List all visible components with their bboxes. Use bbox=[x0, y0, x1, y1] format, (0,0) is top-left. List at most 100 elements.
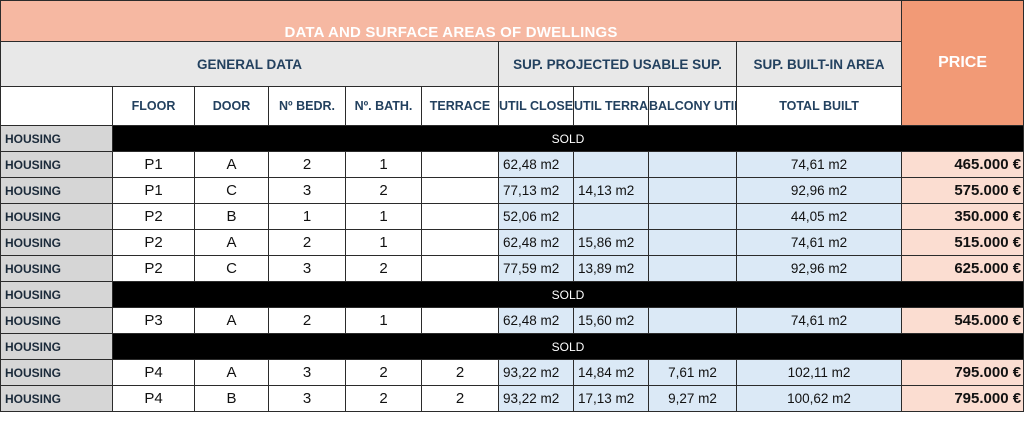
door-cell: A bbox=[194, 307, 269, 334]
sold-row: HOUSING SOLD bbox=[0, 125, 1024, 152]
housing-label: HOUSING bbox=[0, 177, 113, 204]
price-cell: 625.000 € bbox=[901, 255, 1024, 282]
housing-label: HOUSING bbox=[0, 125, 113, 152]
util-closed-cell: 62,48 m2 bbox=[498, 151, 574, 178]
util-terrace-cell: 15,86 m2 bbox=[573, 229, 649, 256]
balcony-utility-cell bbox=[648, 203, 737, 230]
table-row: HOUSING P4 A 3 2 2 93,22 m2 14,84 m2 7,61 m2 102,… bbox=[0, 359, 1024, 386]
door-cell: B bbox=[194, 385, 269, 412]
util-closed-cell: 93,22 m2 bbox=[498, 359, 574, 386]
terrace-cell bbox=[421, 151, 499, 178]
util-terrace-cell: 14,84 m2 bbox=[573, 359, 649, 386]
sold-banner: SOLD bbox=[111, 125, 1024, 152]
terrace-cell: 2 bbox=[421, 359, 499, 386]
sold-banner: SOLD bbox=[111, 281, 1024, 308]
terrace-cell: 2 bbox=[421, 385, 499, 412]
housing-label: HOUSING bbox=[0, 203, 113, 230]
util-terrace-header: UTIL TERRACE bbox=[573, 86, 649, 126]
sold-banner: SOLD bbox=[111, 333, 1024, 360]
door-cell: A bbox=[194, 359, 269, 386]
door-cell: B bbox=[194, 203, 269, 230]
bedrooms-cell: 2 bbox=[268, 151, 346, 178]
projected-usable-header: SUP. PROJECTED USABLE SUP. bbox=[498, 41, 737, 87]
bathrooms-cell: 2 bbox=[345, 255, 422, 282]
price-cell: 795.000 € bbox=[901, 385, 1024, 412]
housing-label: HOUSING bbox=[0, 281, 113, 308]
price-cell: 465.000 € bbox=[901, 151, 1024, 178]
bathrooms-cell: 2 bbox=[345, 177, 422, 204]
price-cell: 350.000 € bbox=[901, 203, 1024, 230]
housing-label: HOUSING bbox=[0, 333, 113, 360]
floor-cell: P2 bbox=[112, 229, 195, 256]
bedrooms-header: Nº BEDR. bbox=[268, 86, 346, 126]
door-cell: A bbox=[194, 151, 269, 178]
bedrooms-cell: 2 bbox=[268, 229, 346, 256]
housing-label: HOUSING bbox=[0, 255, 113, 282]
door-cell: C bbox=[194, 255, 269, 282]
balcony-utility-cell bbox=[648, 151, 737, 178]
total-built-cell: 74,61 m2 bbox=[735, 307, 903, 334]
label-column-header bbox=[0, 86, 113, 126]
price-cell: 545.000 € bbox=[901, 307, 1024, 334]
floor-cell: P2 bbox=[112, 203, 195, 230]
table-body: DATA AND SURFACE AREAS OF DWELLINGS PRIC… bbox=[0, 0, 1024, 412]
bedrooms-cell: 3 bbox=[268, 255, 346, 282]
terrace-cell bbox=[421, 255, 499, 282]
table-row: HOUSING P2 A 2 1 62,48 m2 15,86 m2 74,61 m2 515.… bbox=[0, 229, 1024, 256]
floor-cell: P1 bbox=[112, 177, 195, 204]
group-header-row: GENERAL DATA SUP. PROJECTED USABLE SUP. … bbox=[0, 41, 1024, 87]
price-cell: 795.000 € bbox=[901, 359, 1024, 386]
price-cell: 515.000 € bbox=[901, 229, 1024, 256]
bathrooms-cell: 2 bbox=[345, 359, 422, 386]
bedrooms-cell: 3 bbox=[268, 385, 346, 412]
balcony-utility-cell: 7,61 m2 bbox=[648, 359, 737, 386]
util-terrace-cell bbox=[573, 151, 649, 178]
sold-row: HOUSING SOLD bbox=[0, 333, 1024, 360]
balcony-utility-cell bbox=[648, 177, 737, 204]
util-closed-cell: 77,59 m2 bbox=[498, 255, 574, 282]
terrace-cell bbox=[421, 203, 499, 230]
util-closed-cell: 52,06 m2 bbox=[498, 203, 574, 230]
general-data-header: GENERAL DATA bbox=[0, 41, 499, 87]
table-row: HOUSING P2 C 3 2 77,59 m2 13,89 m2 92,96 m2 625.… bbox=[0, 255, 1024, 282]
total-built-cell: 102,11 m2 bbox=[735, 359, 903, 386]
util-terrace-cell bbox=[573, 203, 649, 230]
bathrooms-cell: 2 bbox=[345, 385, 422, 412]
sold-row: HOUSING SOLD bbox=[0, 281, 1024, 308]
bedrooms-cell: 3 bbox=[268, 177, 346, 204]
total-built-header: TOTAL BUILT bbox=[735, 86, 903, 126]
balcony-utility-cell: 9,27 m2 bbox=[648, 385, 737, 412]
door-cell: C bbox=[194, 177, 269, 204]
util-terrace-cell: 17,13 m2 bbox=[573, 385, 649, 412]
util-closed-cell: 93,22 m2 bbox=[498, 385, 574, 412]
floor-cell: P4 bbox=[112, 359, 195, 386]
floor-header: FLOOR bbox=[112, 86, 195, 126]
util-terrace-cell: 13,89 m2 bbox=[573, 255, 649, 282]
terrace-cell bbox=[421, 307, 499, 334]
floor-cell: P3 bbox=[112, 307, 195, 334]
total-built-cell: 74,61 m2 bbox=[735, 151, 903, 178]
bedrooms-cell: 1 bbox=[268, 203, 346, 230]
housing-label: HOUSING bbox=[0, 385, 113, 412]
title-row: DATA AND SURFACE AREAS OF DWELLINGS PRIC… bbox=[0, 0, 1024, 126]
housing-label: HOUSING bbox=[0, 229, 113, 256]
util-closed-header: UTIL CLOSED bbox=[498, 86, 574, 126]
util-closed-cell: 62,48 m2 bbox=[498, 307, 574, 334]
table-row: HOUSING P4 B 3 2 2 93,22 m2 17,13 m2 9,27 m2 100,… bbox=[0, 385, 1024, 412]
price-header: PRICE bbox=[901, 0, 1024, 126]
housing-label: HOUSING bbox=[0, 359, 113, 386]
util-closed-cell: 77,13 m2 bbox=[498, 177, 574, 204]
housing-label: HOUSING bbox=[0, 151, 113, 178]
bathrooms-cell: 1 bbox=[345, 203, 422, 230]
bathrooms-cell: 1 bbox=[345, 307, 422, 334]
table-row: HOUSING P1 C 3 2 77,13 m2 14,13 m2 92,96 m2 575.… bbox=[0, 177, 1024, 204]
built-area-header: SUP. BUILT-IN AREA bbox=[735, 41, 903, 87]
bathrooms-cell: 1 bbox=[345, 229, 422, 256]
total-built-cell: 92,96 m2 bbox=[735, 177, 903, 204]
bedrooms-cell: 3 bbox=[268, 359, 346, 386]
balcony-utility-cell bbox=[648, 307, 737, 334]
util-closed-cell: 62,48 m2 bbox=[498, 229, 574, 256]
table-row: HOUSING P2 B 1 1 52,06 m2 44,05 m2 350.000 € bbox=[0, 203, 1024, 230]
util-terrace-cell: 15,60 m2 bbox=[573, 307, 649, 334]
total-built-cell: 74,61 m2 bbox=[735, 229, 903, 256]
